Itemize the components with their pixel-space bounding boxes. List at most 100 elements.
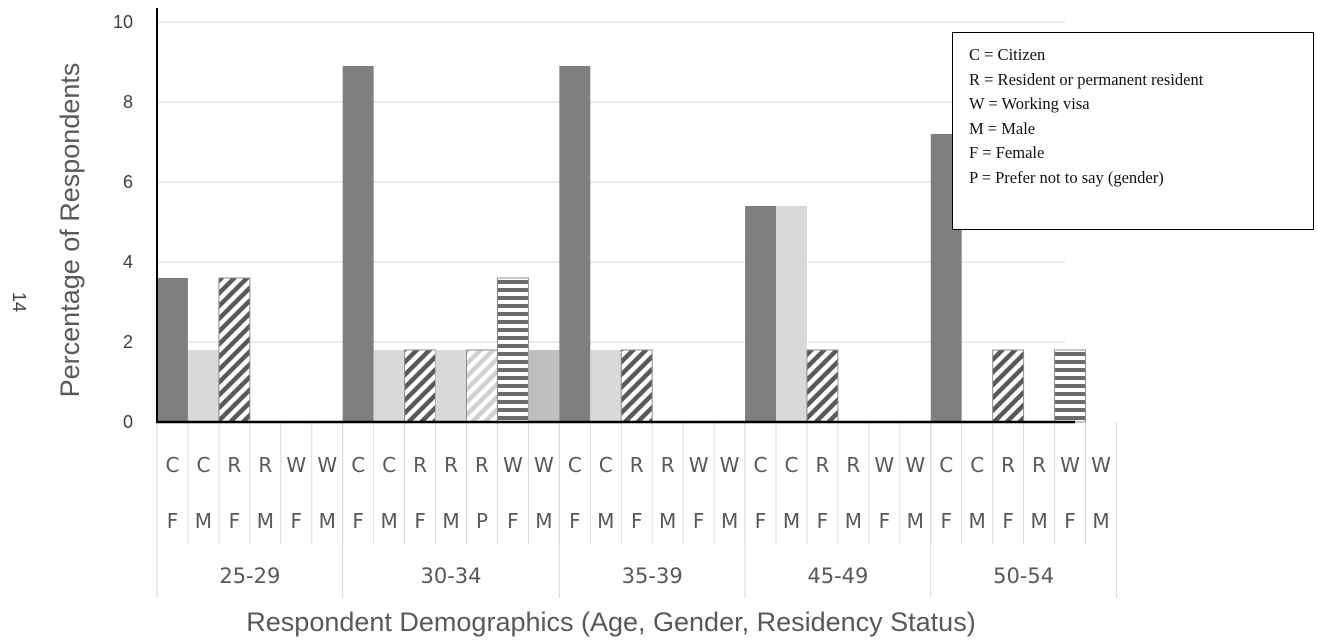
residency-tick-label: R	[815, 453, 829, 477]
page-number: 14	[9, 292, 29, 312]
gender-tick-label: F	[693, 509, 705, 533]
gender-tick-label: M	[721, 509, 738, 533]
residency-tick-label: W	[534, 453, 554, 477]
gender-tick-label: F	[229, 509, 241, 533]
age-group-label: 50-54	[993, 564, 1054, 588]
age-group-label: 35-39	[622, 564, 683, 588]
gender-tick-label: F	[817, 509, 829, 533]
bar-30-34-CF	[342, 66, 374, 422]
bar-45-49-RF	[806, 349, 839, 423]
gender-tick-label: F	[1002, 509, 1014, 533]
residency-tick-label: R	[661, 453, 675, 477]
bar-30-34-CM	[373, 350, 405, 422]
gender-tick-label: M	[257, 509, 274, 533]
y-axis-title: Percentage of Respondents	[55, 63, 85, 398]
legend-item-resident: R = Resident or permanent resident	[969, 69, 1204, 89]
residency-tick-label: R	[1032, 453, 1046, 477]
bar-45-49-CF	[745, 206, 776, 422]
gender-tick-label: F	[940, 509, 952, 533]
bar-30-34-WF	[496, 277, 529, 423]
residency-tick-label: C	[784, 453, 798, 477]
gender-tick-label: P	[476, 509, 488, 533]
y-tick-label: 6	[123, 172, 133, 192]
bar-25-29-RF	[218, 277, 251, 423]
gender-tick-label: M	[1092, 509, 1109, 533]
gender-tick-label: F	[1064, 509, 1076, 533]
gender-tick-label: M	[442, 509, 459, 533]
bar-30-34-WM	[528, 350, 560, 422]
residency-tick-label: W	[503, 453, 523, 477]
bar-30-34-RP	[466, 349, 498, 423]
age-group-label: 25-29	[219, 564, 280, 588]
bars	[157, 66, 1087, 423]
residency-tick-label: C	[351, 453, 365, 477]
residency-tick-label: C	[382, 453, 396, 477]
residency-tick-label: C	[568, 453, 582, 477]
bar-35-39-CM	[590, 350, 622, 422]
residency-tick-label: C	[599, 453, 613, 477]
residency-tick-label: C	[196, 453, 210, 477]
residency-tick-label: R	[227, 453, 241, 477]
bar-50-54-RF	[992, 349, 1025, 423]
bar-30-34-RM	[435, 350, 467, 422]
gender-tick-label: M	[659, 509, 676, 533]
bar-50-54-WF	[1054, 349, 1087, 423]
residency-tick-label: W	[1091, 453, 1111, 477]
axes	[156, 8, 1117, 598]
residency-tick-label: W	[317, 453, 337, 477]
gender-tick-label: F	[569, 509, 581, 533]
y-tick-label: 10	[113, 12, 133, 32]
gender-tick-label: M	[380, 509, 397, 533]
residency-tick-label: R	[1001, 453, 1015, 477]
bar-25-29-CM	[187, 350, 219, 422]
residency-tick-label: C	[939, 453, 953, 477]
bar-35-39-CF	[559, 66, 591, 422]
residency-tick-label: W	[874, 453, 894, 477]
gender-tick-label: M	[195, 509, 212, 533]
gender-tick-label: F	[507, 509, 519, 533]
gender-tick-label: F	[291, 509, 303, 533]
gender-tick-label: M	[907, 509, 924, 533]
residency-tick-label: W	[905, 453, 925, 477]
residency-tick-label: C	[970, 453, 984, 477]
gender-tick-label: F	[414, 509, 426, 533]
gender-tick-label: M	[845, 509, 862, 533]
gender-tick-label: F	[879, 509, 891, 533]
legend-item-female: F = Female	[969, 143, 1045, 162]
gender-tick-label: M	[597, 509, 614, 533]
gender-tick-label: M	[535, 509, 552, 533]
gender-tick-label: F	[167, 509, 179, 533]
residency-tick-label: C	[165, 453, 179, 477]
gender-tick-label: F	[631, 509, 643, 533]
residency-tick-label: R	[413, 453, 427, 477]
legend-item-male: M = Male	[969, 118, 1036, 138]
residency-tick-label: W	[286, 453, 306, 477]
x-axis-title: Respondent Demographics (Age, Gender, Re…	[246, 607, 975, 637]
age-group-label: 30-34	[421, 564, 482, 588]
y-tick-label: 4	[123, 252, 133, 272]
residency-tick-label: R	[630, 453, 644, 477]
bar-35-39-RF	[620, 349, 653, 423]
y-tick-label: 2	[123, 332, 133, 352]
bar-45-49-CM	[776, 206, 807, 422]
gender-tick-label: M	[319, 509, 336, 533]
residency-tick-label: W	[720, 453, 740, 477]
gridlines	[157, 21, 1065, 343]
gender-tick-label: F	[352, 509, 364, 533]
residency-tick-label: R	[475, 453, 489, 477]
y-tick-label: 0	[123, 412, 133, 432]
legend-item-working-visa: W = Working visa	[969, 94, 1090, 113]
residency-tick-label: W	[1060, 453, 1080, 477]
bar-30-34-RF	[404, 349, 437, 423]
residency-tick-label: R	[258, 453, 272, 477]
age-group-label: 45-49	[807, 564, 868, 588]
residency-tick-label: R	[444, 453, 458, 477]
residency-tick-label: C	[754, 453, 768, 477]
residency-tick-label: W	[689, 453, 709, 477]
gender-tick-label: M	[1030, 509, 1047, 533]
gender-tick-label: M	[783, 509, 800, 533]
gender-tick-label: M	[969, 509, 986, 533]
bar-25-29-CF	[157, 278, 188, 422]
gender-tick-label: F	[755, 509, 767, 533]
